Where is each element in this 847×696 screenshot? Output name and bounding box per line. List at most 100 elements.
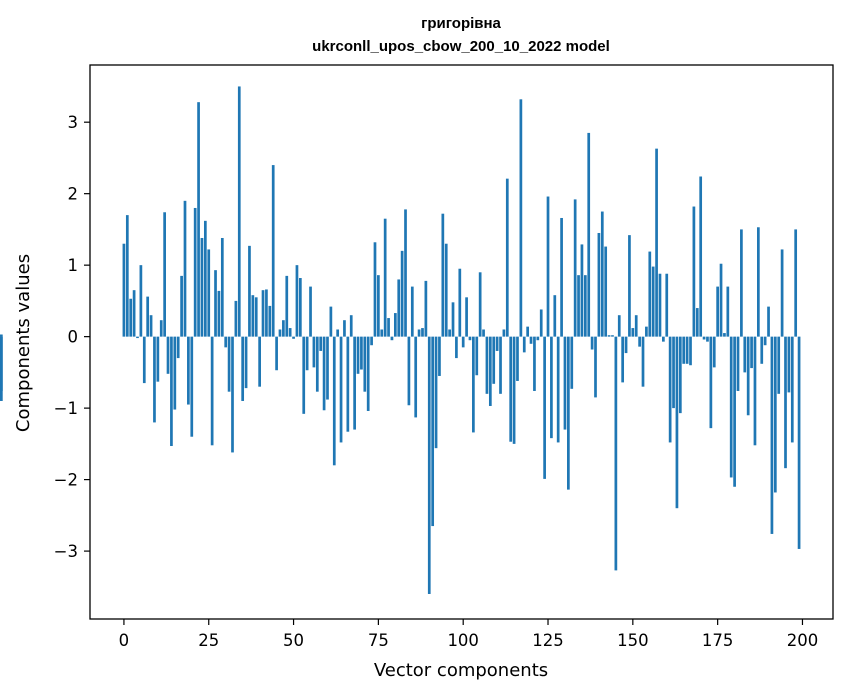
bar-component-188 bbox=[760, 336, 764, 364]
bar-component-55 bbox=[309, 286, 312, 337]
y-axis-label: Components values bbox=[13, 254, 34, 432]
bar-component-182 bbox=[740, 229, 743, 337]
bar-component-176 bbox=[719, 263, 723, 337]
bar-component-77 bbox=[383, 218, 387, 337]
bar-component-81 bbox=[397, 279, 401, 337]
bar-component-183 bbox=[743, 336, 747, 373]
bar-component-150 bbox=[631, 328, 635, 337]
bar-component-25 bbox=[207, 249, 211, 337]
bar-component-154 bbox=[645, 326, 648, 337]
bar-component-113 bbox=[505, 178, 509, 337]
bar-component-152 bbox=[638, 336, 641, 347]
bar-component-165 bbox=[682, 336, 686, 364]
bar-component-23 bbox=[200, 237, 204, 337]
bar-component-18 bbox=[183, 200, 187, 337]
bar-component-30 bbox=[224, 336, 228, 348]
bar-component-59 bbox=[322, 336, 326, 411]
bar-component-undefined bbox=[0, 336, 3, 401]
bar-component-90 bbox=[427, 336, 431, 594]
y-tick-label-1: 1 bbox=[68, 256, 79, 275]
bar-component-168 bbox=[692, 206, 696, 337]
bar-component-118 bbox=[522, 336, 526, 353]
bar-component-199 bbox=[797, 336, 801, 549]
bar-component-172 bbox=[706, 336, 709, 342]
bar-component-114 bbox=[509, 336, 513, 442]
bar-component-11 bbox=[159, 320, 163, 337]
bar-component-33 bbox=[234, 300, 238, 337]
bar-component-91 bbox=[431, 336, 435, 527]
bar-component-4 bbox=[136, 336, 139, 339]
bar-component-149 bbox=[628, 235, 631, 337]
bar-component-26 bbox=[210, 336, 214, 446]
bar-component-38 bbox=[251, 295, 255, 337]
bar-component-141 bbox=[600, 211, 604, 337]
bar-component-159 bbox=[662, 336, 665, 342]
bar-component-179 bbox=[729, 336, 733, 478]
bar-component-193 bbox=[777, 336, 781, 394]
bar-component-164 bbox=[678, 336, 682, 414]
bar-component-2 bbox=[129, 298, 133, 337]
bar-component-175 bbox=[716, 286, 719, 337]
bar-component-156 bbox=[651, 266, 655, 337]
bar-component-140 bbox=[597, 232, 601, 337]
bar-component-125 bbox=[546, 196, 550, 337]
bar-component-124 bbox=[543, 336, 546, 479]
bar-component-153 bbox=[641, 336, 645, 387]
bar-component-22 bbox=[197, 102, 200, 337]
y-tick-label-3: 3 bbox=[68, 113, 79, 132]
bar-component-177 bbox=[723, 333, 726, 337]
x-axis-label: Vector components bbox=[374, 660, 548, 681]
bar-component-98 bbox=[455, 336, 458, 359]
bar-component-53 bbox=[302, 336, 306, 414]
bar-component-42 bbox=[265, 289, 268, 337]
bar-component-34 bbox=[237, 86, 241, 337]
x-tick-label-0: 0 bbox=[119, 631, 130, 650]
bar-component-41 bbox=[261, 290, 265, 337]
bar-component-12 bbox=[163, 212, 166, 337]
bar-component-43 bbox=[268, 305, 272, 337]
bar-component-undefined bbox=[0, 334, 3, 337]
y-axis-ticks: −3 −2 −1 0 1 2 3 bbox=[54, 113, 90, 561]
bar-component-144 bbox=[611, 335, 614, 337]
bar-component-110 bbox=[495, 336, 499, 351]
bar-component-56 bbox=[312, 336, 316, 368]
bar-component-78 bbox=[387, 318, 390, 337]
bar-component-196 bbox=[787, 336, 791, 393]
bar-component-58 bbox=[319, 336, 323, 351]
bar-component-187 bbox=[757, 227, 760, 337]
bar-component-163 bbox=[675, 336, 679, 509]
bar-component-47 bbox=[282, 320, 285, 337]
bar-component-134 bbox=[577, 275, 580, 337]
bar-component-197 bbox=[790, 336, 794, 443]
bar-component-186 bbox=[753, 336, 757, 446]
bar-component-151 bbox=[634, 315, 638, 337]
bar-component-129 bbox=[560, 217, 563, 337]
bar-component-82 bbox=[400, 250, 404, 337]
bar-component-1 bbox=[125, 215, 129, 337]
bar-component-14 bbox=[170, 336, 173, 447]
bar-component-100 bbox=[461, 336, 465, 348]
bar-component-0 bbox=[122, 243, 126, 337]
bar-component-79 bbox=[390, 336, 394, 341]
bar-component-52 bbox=[298, 278, 302, 337]
y-tick-label--3: −3 bbox=[54, 542, 78, 561]
bar-component-39 bbox=[254, 297, 258, 337]
bar-component-6 bbox=[142, 336, 146, 384]
bar-component-17 bbox=[180, 275, 183, 337]
bar-component-143 bbox=[607, 335, 611, 337]
y-tick-label--2: −2 bbox=[54, 471, 78, 490]
bar-component-107 bbox=[485, 336, 489, 394]
bar-component-170 bbox=[699, 176, 703, 337]
bar-component-169 bbox=[695, 308, 699, 337]
bar-component-29 bbox=[220, 237, 224, 337]
bar-component-105 bbox=[478, 272, 482, 337]
bar-component-69 bbox=[356, 336, 360, 374]
bar-component-108 bbox=[488, 336, 492, 406]
bar-component-61 bbox=[329, 306, 333, 337]
bar-component-120 bbox=[529, 336, 533, 344]
bar-component-167 bbox=[689, 336, 692, 366]
plot-frame bbox=[89, 64, 834, 620]
bar-component-94 bbox=[441, 213, 445, 337]
bar-component-189 bbox=[763, 336, 767, 346]
